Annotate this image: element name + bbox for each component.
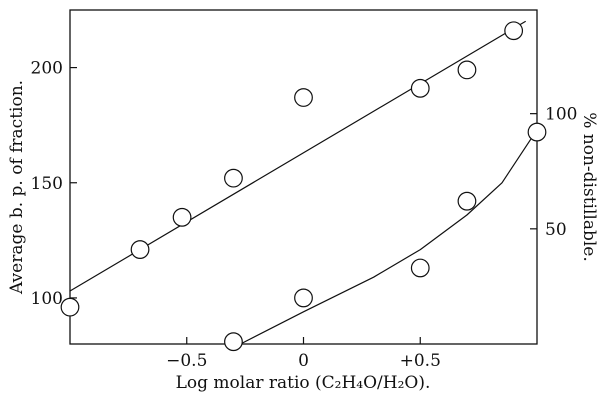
nondistillable-data-point xyxy=(410,258,430,278)
left-y-tick-label: 200 xyxy=(31,59,63,79)
nondistillable-data-point xyxy=(224,332,243,352)
nondistillable-data-point xyxy=(294,288,313,308)
bp-data-point xyxy=(294,88,313,107)
right-y-tick-label: 50 xyxy=(545,220,567,240)
x-tick-label: 0 xyxy=(298,351,309,371)
bp-data-point xyxy=(172,207,192,227)
right-y-tick-label: 100 xyxy=(545,105,577,125)
left-y-tick-label: 150 xyxy=(31,174,63,194)
x-axis-label: Log molar ratio (C₂H₄O/H₂O). xyxy=(176,373,431,393)
bp-data-point xyxy=(457,60,477,80)
left-y-tick-label: 100 xyxy=(31,289,63,309)
bp-data-point xyxy=(60,297,80,317)
bp-data-point xyxy=(130,240,150,259)
data-points xyxy=(60,21,547,352)
x-tick-label: −0.5 xyxy=(166,351,207,371)
nondistillable-data-point xyxy=(527,122,547,142)
bp-data-point xyxy=(410,78,430,98)
bp-data-point xyxy=(224,168,243,188)
left-y-axis-label: Average b. p. of fraction. xyxy=(7,80,27,295)
bp-data-point xyxy=(504,21,524,41)
nondistillable-data-point xyxy=(457,191,477,211)
nondistillable-fit-line xyxy=(239,129,538,345)
x-tick-label: +0.5 xyxy=(400,351,441,371)
tick-labels: −0.5 0 +0.5 100 150 200 50 100 xyxy=(31,59,578,371)
right-y-axis-label: % non-distillable. xyxy=(579,112,599,262)
